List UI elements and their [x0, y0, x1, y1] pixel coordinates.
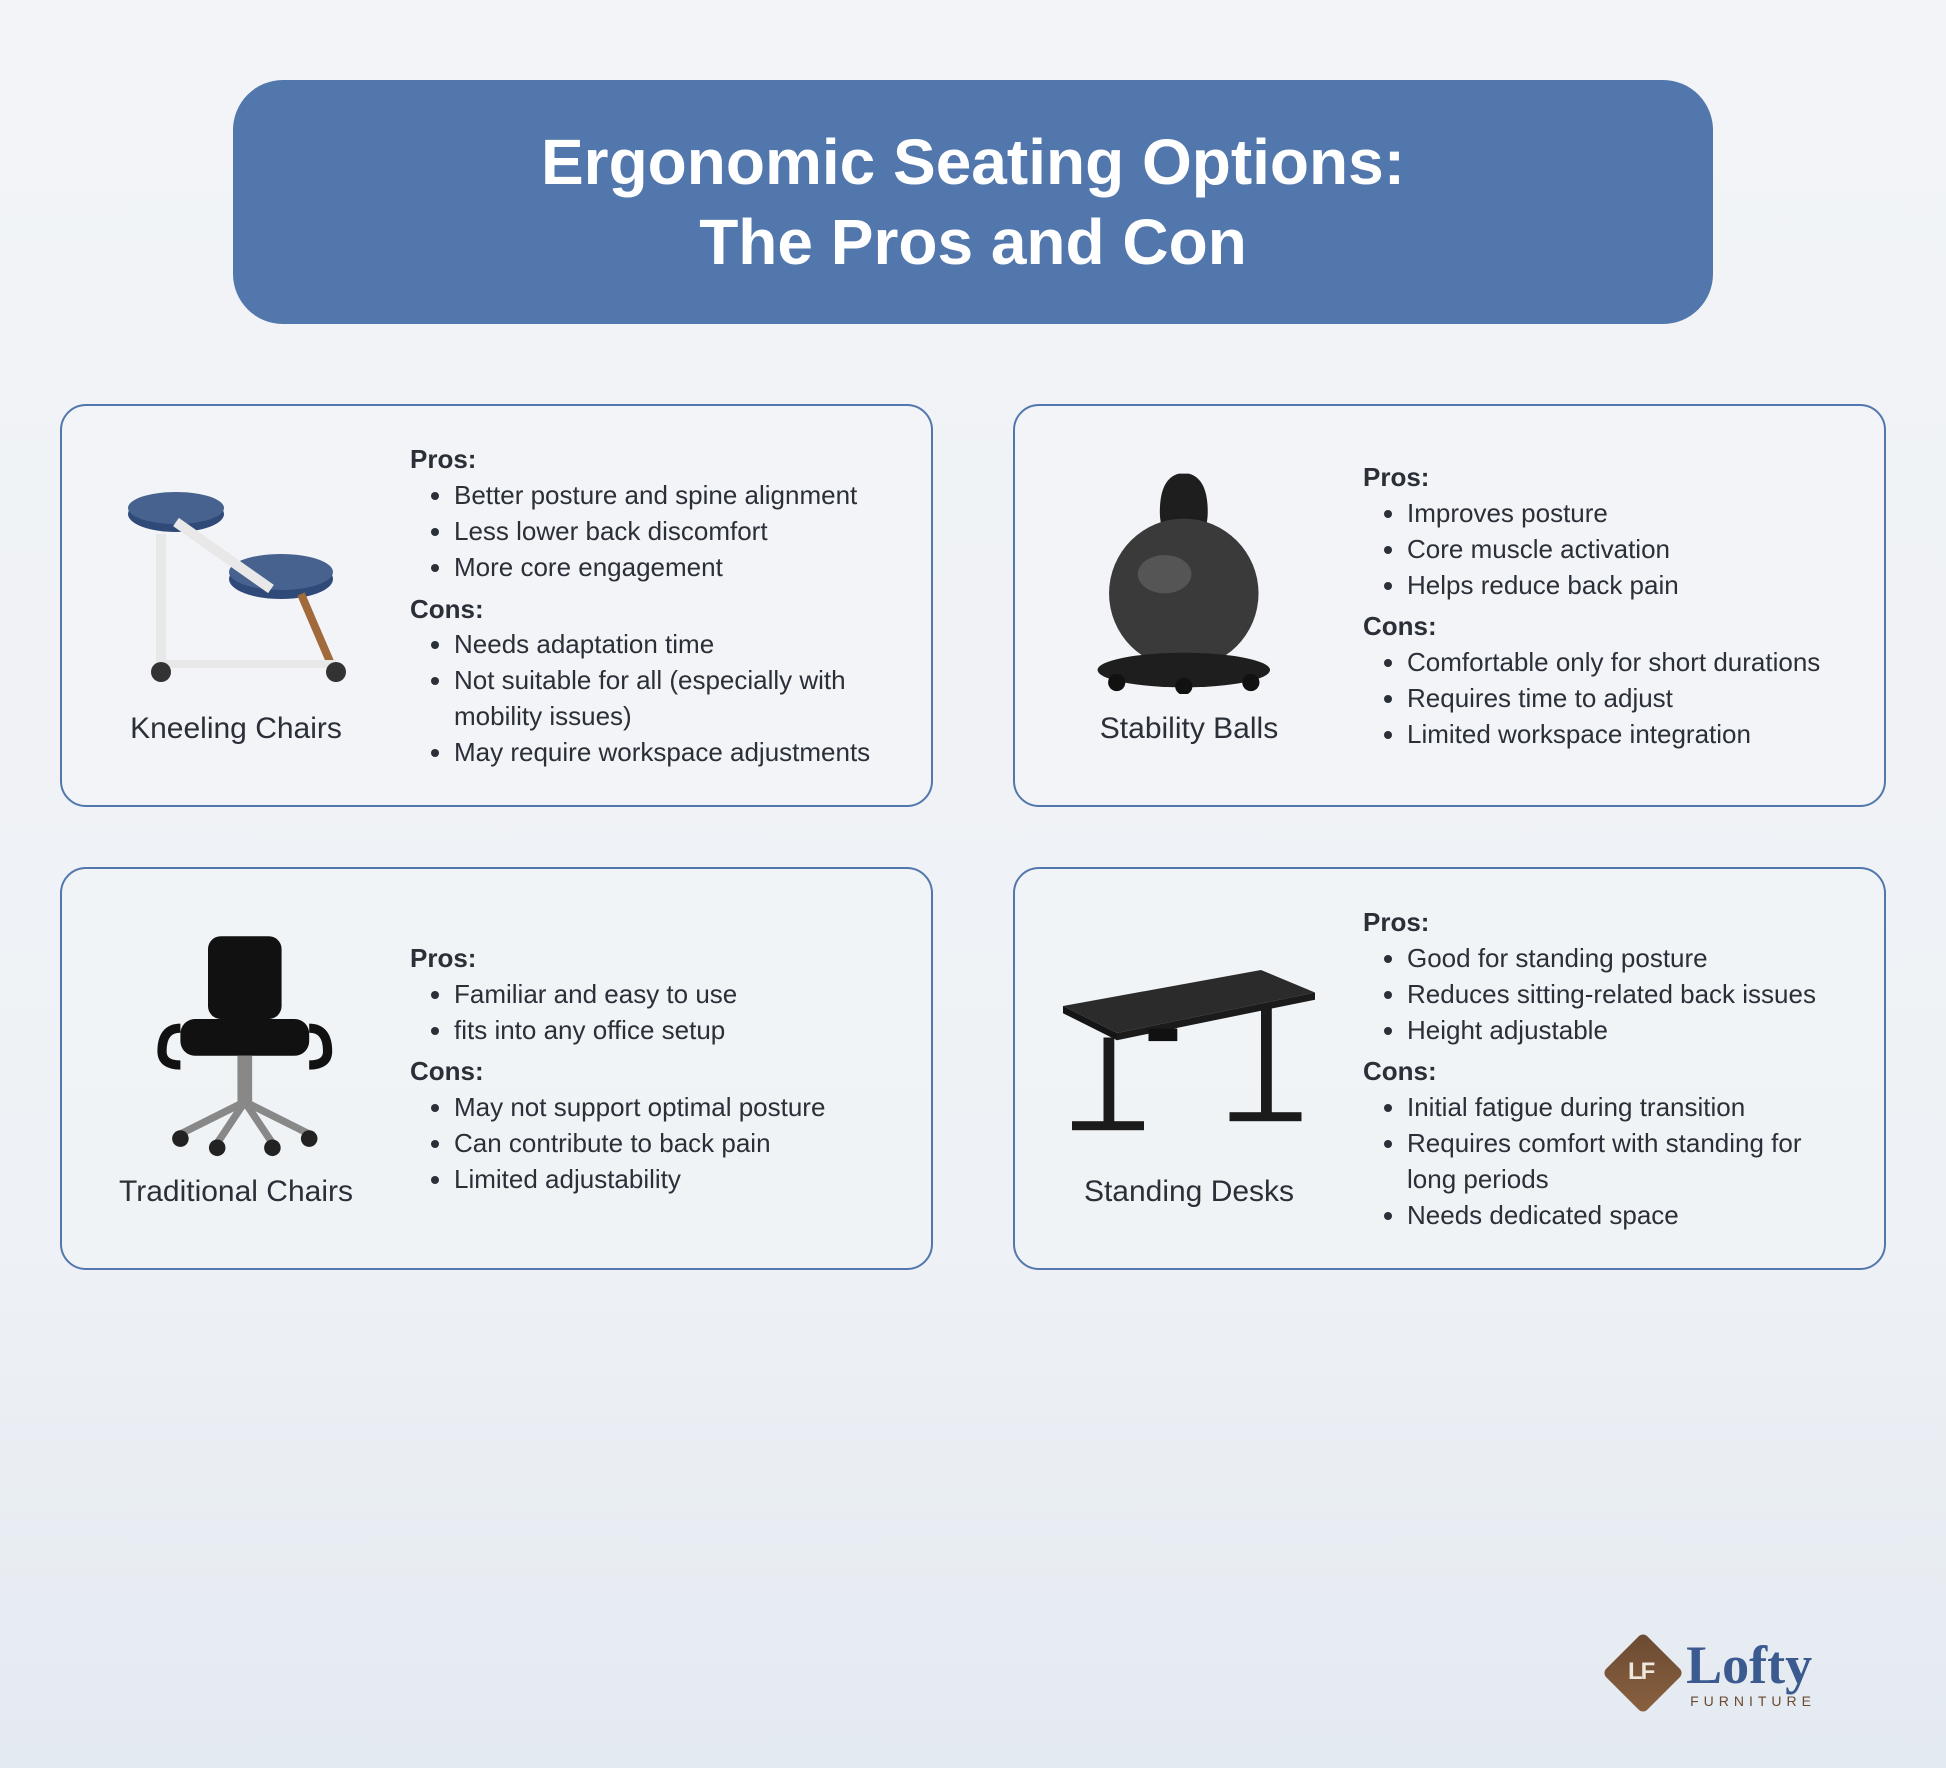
card-traditional-chairs: Traditional Chairs Pros: Familiar and ea… [60, 867, 933, 1270]
pros-item: Height adjustable [1407, 1013, 1850, 1049]
cons-item: Limited workspace integration [1407, 717, 1850, 753]
card-label: Stability Balls [1100, 712, 1278, 746]
title-bar: Ergonomic Seating Options:The Pros and C… [233, 80, 1713, 324]
pros-item: Improves posture [1407, 496, 1850, 532]
cons-item: Needs adaptation time [454, 627, 897, 663]
card-standing-desks: Standing Desks Pros: Good for standing p… [1013, 867, 1886, 1270]
pros-item: Less lower back discomfort [454, 514, 897, 550]
pros-list: Better posture and spine alignment Less … [410, 478, 897, 586]
card-label: Standing Desks [1084, 1175, 1294, 1209]
page-title: Ergonomic Seating Options:The Pros and C… [273, 122, 1673, 282]
cons-item: Not suitable for all (especially with mo… [454, 663, 897, 735]
stability-ball-icon [1054, 464, 1324, 694]
pros-heading: Pros: [1363, 460, 1850, 496]
card-stability-balls: Stability Balls Pros: Improves posture C… [1013, 404, 1886, 807]
logo-monogram: LF [1628, 1658, 1653, 1686]
card-body: Pros: Good for standing posture Reduces … [1363, 899, 1850, 1238]
pros-item: Core muscle activation [1407, 532, 1850, 568]
card-kneeling-chairs: Kneeling Chairs Pros: Better posture and… [60, 404, 933, 807]
cons-item: Requires comfort with standing for long … [1407, 1126, 1850, 1198]
cons-item: May not support optimal posture [454, 1090, 897, 1126]
pros-list: Familiar and easy to use fits into any o… [410, 977, 897, 1049]
office-chair-icon [101, 927, 371, 1157]
cons-list: Comfortable only for short durations Req… [1363, 645, 1850, 753]
cons-heading: Cons: [1363, 609, 1850, 645]
card-label: Kneeling Chairs [130, 712, 342, 746]
card-left: Traditional Chairs [86, 927, 386, 1209]
cons-list: May not support optimal posture Can cont… [410, 1090, 897, 1198]
cons-item: Can contribute to back pain [454, 1126, 897, 1162]
pros-heading: Pros: [410, 442, 897, 478]
cons-list: Initial fatigue during transition Requir… [1363, 1090, 1850, 1234]
cons-item: Limited adjustability [454, 1162, 897, 1198]
pros-heading: Pros: [410, 941, 897, 977]
pros-item: Helps reduce back pain [1407, 568, 1850, 604]
logo-mark-icon: LF [1602, 1632, 1684, 1714]
cons-item: Requires time to adjust [1407, 681, 1850, 717]
pros-item: Better posture and spine alignment [454, 478, 897, 514]
cons-item: Initial fatigue during transition [1407, 1090, 1850, 1126]
pros-list: Improves posture Core muscle activation … [1363, 496, 1850, 604]
logo-text: Lofty FURNITURE [1686, 1638, 1816, 1708]
card-body: Pros: Improves posture Core muscle activ… [1363, 454, 1850, 757]
pros-item: fits into any office setup [454, 1013, 897, 1049]
pros-heading: Pros: [1363, 905, 1850, 941]
card-left: Standing Desks [1039, 927, 1339, 1209]
brand-logo: LF Lofty FURNITURE [1614, 1638, 1816, 1708]
card-label: Traditional Chairs [119, 1175, 353, 1209]
cons-item: May require workspace adjustments [454, 735, 897, 771]
card-left: Stability Balls [1039, 464, 1339, 746]
card-body: Pros: Better posture and spine alignment… [410, 436, 897, 775]
kneeling-chair-icon [101, 464, 371, 694]
brand-name: Lofty [1686, 1638, 1816, 1692]
cons-heading: Cons: [410, 592, 897, 628]
card-body: Pros: Familiar and easy to use fits into… [410, 935, 897, 1202]
card-left: Kneeling Chairs [86, 464, 386, 746]
brand-sub: FURNITURE [1690, 1694, 1816, 1708]
standing-desk-icon [1054, 927, 1324, 1157]
cards-grid: Kneeling Chairs Pros: Better posture and… [60, 404, 1886, 1270]
cons-list: Needs adaptation time Not suitable for a… [410, 627, 897, 771]
cons-item: Needs dedicated space [1407, 1198, 1850, 1234]
pros-item: Reduces sitting-related back issues [1407, 977, 1850, 1013]
pros-list: Good for standing posture Reduces sittin… [1363, 941, 1850, 1049]
pros-item: Good for standing posture [1407, 941, 1850, 977]
pros-item: Familiar and easy to use [454, 977, 897, 1013]
pros-item: More core engagement [454, 550, 897, 586]
cons-heading: Cons: [410, 1054, 897, 1090]
cons-heading: Cons: [1363, 1054, 1850, 1090]
cons-item: Comfortable only for short durations [1407, 645, 1850, 681]
